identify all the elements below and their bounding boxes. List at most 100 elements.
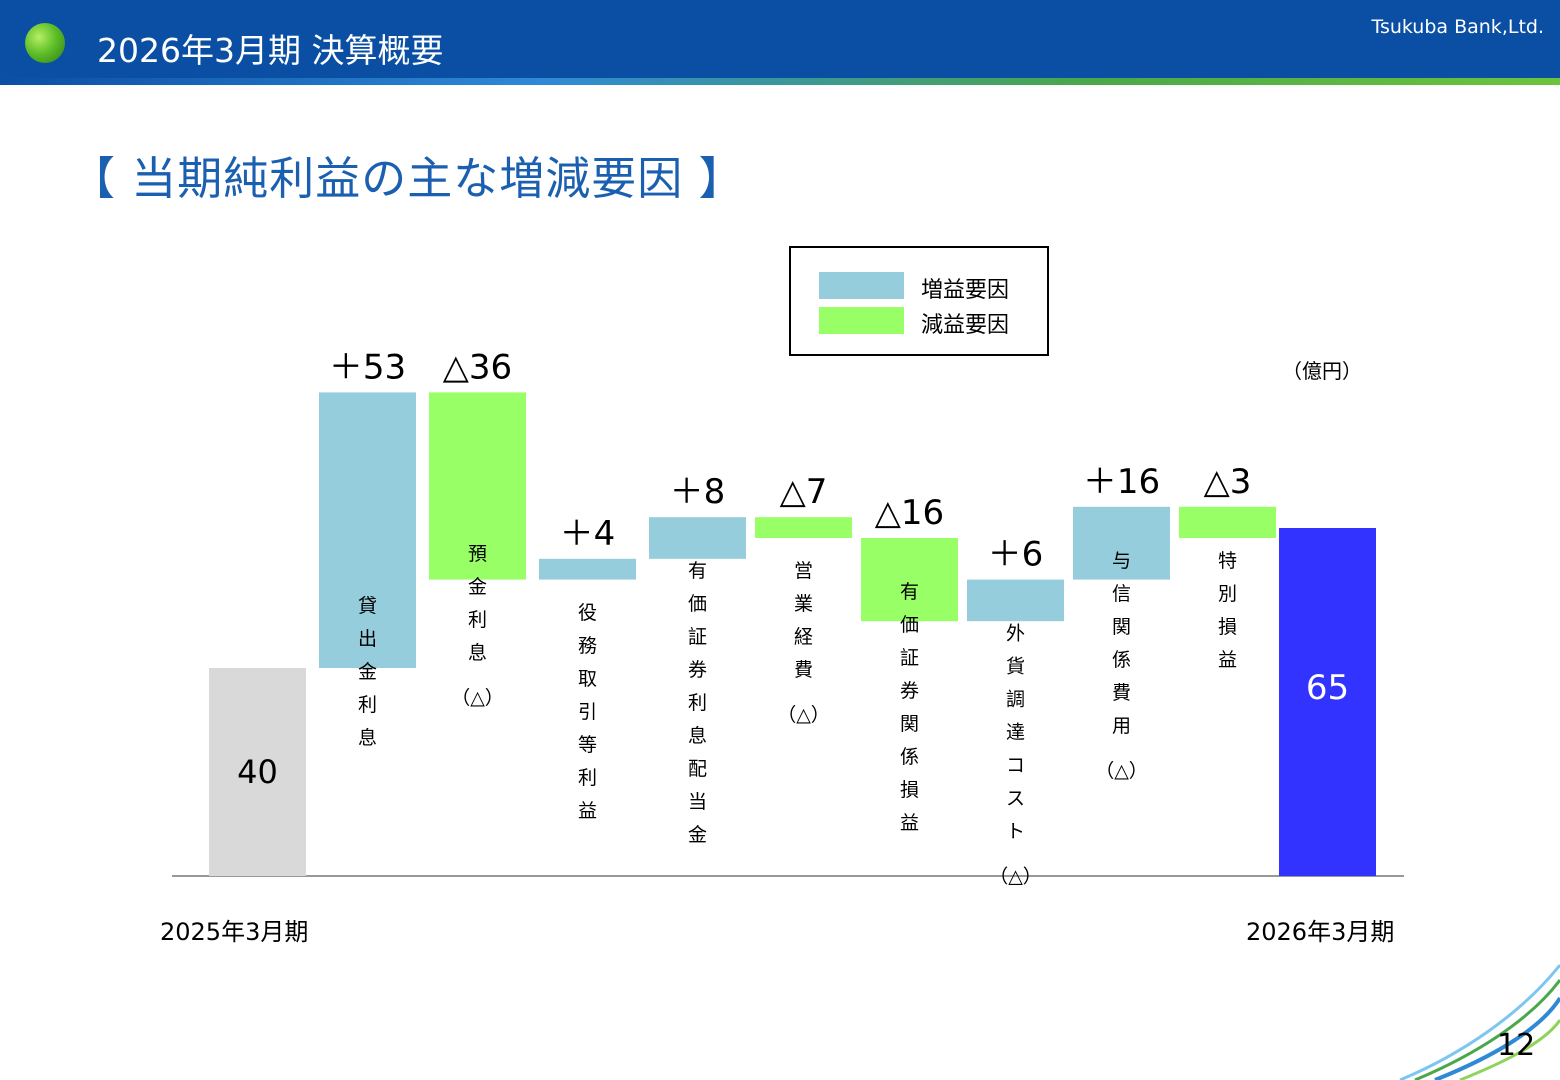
bar-step-7-category-label-char: 調	[1006, 689, 1025, 711]
bar-step-6-category-label-char: 券	[900, 680, 919, 702]
bar-start-total	[209, 668, 306, 876]
header-bar: 2026年3月期 決算概要 Tsukuba Bank,Ltd.	[0, 0, 1560, 78]
bar-step-8	[1073, 506, 1170, 580]
bar-step-8-category-label-char: 関	[1112, 616, 1131, 638]
bar-step-6	[861, 538, 958, 622]
bar-step-4-category-label-char: 価	[688, 593, 707, 615]
legend-label-increase: 増益要因	[921, 278, 1010, 303]
bar-step-6-category-label-char: 証	[900, 647, 919, 669]
bar-step-7-category-label-char: 外	[1006, 623, 1025, 645]
bar-step-9-category-label-char: 損	[1218, 616, 1237, 638]
bar-step-2-category-label-paren: （△）	[451, 687, 504, 709]
x-caption-start: 2025年3月期	[160, 918, 309, 946]
bar-step-9-category-label-char: 益	[1218, 649, 1237, 671]
unit-label: （億円）	[1282, 359, 1362, 383]
bar-step-9-category-label-char: 別	[1218, 583, 1237, 605]
bar-step-5-category-label-char: 業	[794, 593, 813, 615]
bar-step-3	[539, 558, 636, 580]
bar-step-2-category-label-char: 金	[468, 576, 487, 598]
bar-step-3-category-label-char: 役	[578, 602, 597, 624]
bar-step-1-category-label-char: 出	[358, 628, 377, 650]
bar-step-7-category-label-char: 達	[1006, 722, 1025, 744]
bar-step-1-category-label-char: 利	[358, 694, 377, 716]
header-stripe	[0, 78, 1560, 85]
bar-step-3-category-label-char: 取	[578, 668, 597, 690]
bar-step-1	[319, 392, 416, 668]
bar-step-8-category-label-char: 費	[1112, 682, 1131, 704]
bar-step-4-category-label-char: 券	[688, 659, 707, 681]
bar-step-8-category-label-paren: （△）	[1095, 760, 1148, 782]
bar-step-2-category-label-char: 預	[468, 543, 487, 565]
bar-step-1-category-label-char: 金	[358, 661, 377, 683]
bar-step-3-category-label-char: 務	[578, 635, 597, 657]
bar-step-3-category-label-char: 引	[578, 701, 597, 723]
bar-step-1-category-label-char: 貸	[358, 595, 377, 617]
bar-step-6-category-label-char: 関	[900, 713, 919, 735]
bar-step-4-category-label-char: 金	[688, 824, 707, 846]
bar-end-total	[1279, 528, 1376, 876]
bar-step-4-category-label-char: 息	[688, 725, 707, 747]
bar-step-5-category-label-char: 費	[794, 659, 813, 681]
legend-label-decrease: 減益要因	[921, 313, 1010, 338]
bar-step-5	[755, 517, 852, 538]
bar-step-7	[967, 579, 1064, 622]
decorative-swoosh	[1399, 964, 1560, 1080]
bar-step-8-category-label-char: 与	[1112, 550, 1131, 572]
bar-step-4-category-label-char: 証	[688, 626, 707, 648]
bar-step-5-category-label-char: 経	[794, 626, 813, 648]
bar-step-9	[1179, 506, 1276, 538]
legend-swatch-increase	[819, 272, 904, 299]
bar-step-8-category-label-char: 係	[1112, 649, 1131, 671]
logo-orb-icon	[25, 23, 65, 63]
bar-step-7-category-label-char: ス	[1006, 788, 1025, 810]
bar-step-4-category-label-char: 配	[688, 758, 707, 780]
bar-step-3-category-label-char: 等	[578, 734, 597, 756]
bar-step-2-value-label: △36	[443, 347, 512, 387]
bar-step-6-category-label-char: 損	[900, 779, 919, 801]
bar-step-9-value-label: △3	[1204, 462, 1252, 502]
bar-step-7-category-label-char: 貨	[1006, 656, 1025, 678]
bar-step-3-value-label: ＋4	[560, 514, 616, 554]
bar-step-6-value-label: △16	[875, 493, 944, 533]
bar-step-2-category-label-char: 利	[468, 609, 487, 631]
bar-step-4-category-label-char: 利	[688, 692, 707, 714]
bar-step-7-category-label-char: コ	[1006, 755, 1025, 777]
bar-step-4	[649, 517, 746, 559]
company-name: Tsukuba Bank,Ltd.	[1371, 16, 1544, 38]
bar-step-6-category-label-char: 価	[900, 614, 919, 636]
bar-step-2-category-label-char: 息	[468, 642, 487, 664]
bar-step-8-value-label: ＋16	[1083, 462, 1160, 502]
bar-step-2	[429, 392, 526, 580]
bar-step-5-category-label-paren: （△）	[777, 704, 830, 726]
bar-step-1-value-label: ＋53	[329, 347, 406, 387]
bar-step-4-category-label-char: 有	[688, 560, 707, 582]
legend: 増益要因 減益要因	[789, 246, 1049, 356]
bar-step-9-category-label-char: 特	[1218, 550, 1237, 572]
bar-step-1-category-label-char: 息	[358, 727, 377, 749]
legend-swatch-decrease	[819, 307, 904, 334]
header-title: 2026年3月期 決算概要	[97, 31, 444, 70]
page-number: 12	[1497, 1028, 1536, 1063]
bar-step-8-category-label-char: 信	[1112, 583, 1131, 605]
bar-step-3-category-label-char: 益	[578, 800, 597, 822]
bar-step-7-category-label-char: ト	[1006, 821, 1025, 843]
slide-title: 【 当期純利益の主な増減要因 】	[70, 152, 745, 205]
bar-step-6-category-label-char: 益	[900, 812, 919, 834]
waterfall-chart: 40＋53貸出金利息△36預金利息（△）＋4役務取引等利益＋8有価証券利息配当金…	[172, 347, 1404, 888]
bar-step-4-category-label-char: 当	[688, 791, 707, 813]
bar-step-5-value-label: △7	[780, 472, 828, 512]
bar-step-6-category-label-char: 有	[900, 581, 919, 603]
bar-step-3-category-label-char: 利	[578, 767, 597, 789]
bar-step-8-category-label-char: 用	[1112, 715, 1131, 737]
bar-step-7-category-label-paren: （△）	[989, 866, 1042, 888]
bar-step-4-value-label: ＋8	[670, 472, 726, 512]
